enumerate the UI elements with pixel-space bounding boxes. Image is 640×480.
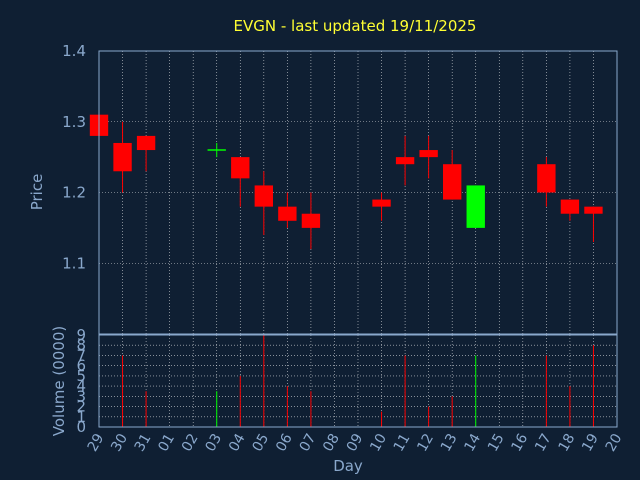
- price-tick-label: 1.1: [62, 254, 86, 272]
- price-tick-label: 1.3: [62, 113, 86, 131]
- volume-tick-label: 6: [76, 357, 86, 375]
- x-tick-label: 03: [202, 431, 225, 454]
- price-y-ticks: 1.1 1.2 1.3 1.4: [62, 42, 86, 272]
- volume-axis-label: Volume (0000): [50, 326, 68, 436]
- x-tick-label: 01: [155, 431, 178, 454]
- x-tick-label: 20: [603, 431, 626, 454]
- volume-tick-label: 2: [76, 398, 86, 416]
- x-ticks: 29 30 31 01 02 03 04 05 06 07 08 09 10 11 12 13 14 15 16 17…: [85, 431, 626, 455]
- candle-body: [278, 206, 297, 221]
- x-tick-label: 06: [273, 431, 296, 455]
- candle-body: [395, 157, 415, 165]
- x-tick-label: 15: [485, 431, 508, 454]
- price-tick-label: 1.2: [62, 184, 86, 202]
- x-tick-label: 13: [438, 431, 461, 454]
- volume-tick-label: 5: [76, 367, 86, 385]
- x-tick-label: 02: [179, 431, 202, 454]
- x-tick-label: 29: [85, 431, 108, 454]
- volume-tick-label: 7: [76, 346, 86, 364]
- x-tick-label: 14: [461, 431, 484, 455]
- candle-body: [466, 185, 485, 228]
- x-tick-label: 31: [132, 431, 155, 454]
- candle-body: [560, 199, 580, 214]
- candle-body: [419, 150, 438, 158]
- x-tick-label: 18: [556, 431, 579, 454]
- x-tick-label: 05: [250, 431, 273, 454]
- volume-bars-layer: [122, 335, 594, 427]
- x-tick-label: 16: [509, 431, 532, 455]
- volume-tick-label: 0: [76, 418, 86, 436]
- x-tick-label: 08: [320, 431, 343, 454]
- candle-body: [113, 142, 132, 172]
- candles-layer: [89, 114, 603, 250]
- x-tick-label: 04: [226, 431, 249, 455]
- candle-body: [301, 213, 321, 228]
- candle-body: [372, 199, 391, 207]
- candle-body: [254, 185, 274, 207]
- candle-body: [231, 157, 250, 179]
- volume-tick-label: 9: [76, 326, 86, 344]
- x-tick-label: 10: [367, 431, 390, 454]
- x-tick-label: 09: [344, 431, 367, 454]
- price-axis-label: Price: [28, 174, 46, 211]
- candle-body: [442, 164, 462, 200]
- x-tick-label: 17: [532, 431, 555, 454]
- x-tick-label: 12: [414, 431, 437, 454]
- volume-tick-label: 3: [76, 387, 86, 405]
- volume-tick-label: 8: [76, 336, 86, 354]
- volume-tick-label: 1: [76, 408, 86, 426]
- x-tick-label: 07: [297, 431, 320, 454]
- x-tick-label: 30: [108, 431, 131, 454]
- price-panel-frame: [98, 50, 618, 335]
- candle-body: [584, 206, 603, 214]
- price-tick-label: 1.4: [62, 42, 86, 60]
- volume-panel-frame: [98, 334, 618, 428]
- candle-body: [136, 135, 156, 151]
- chart-title: EVGN - last updated 19/11/2025: [234, 17, 477, 35]
- volume-grid: [98, 334, 618, 428]
- x-tick-label: 19: [579, 431, 602, 454]
- x-axis-label: Day: [333, 457, 363, 475]
- volume-tick-label: 4: [76, 377, 86, 395]
- x-tick-label: 11: [391, 431, 414, 454]
- candle-body: [537, 164, 556, 193]
